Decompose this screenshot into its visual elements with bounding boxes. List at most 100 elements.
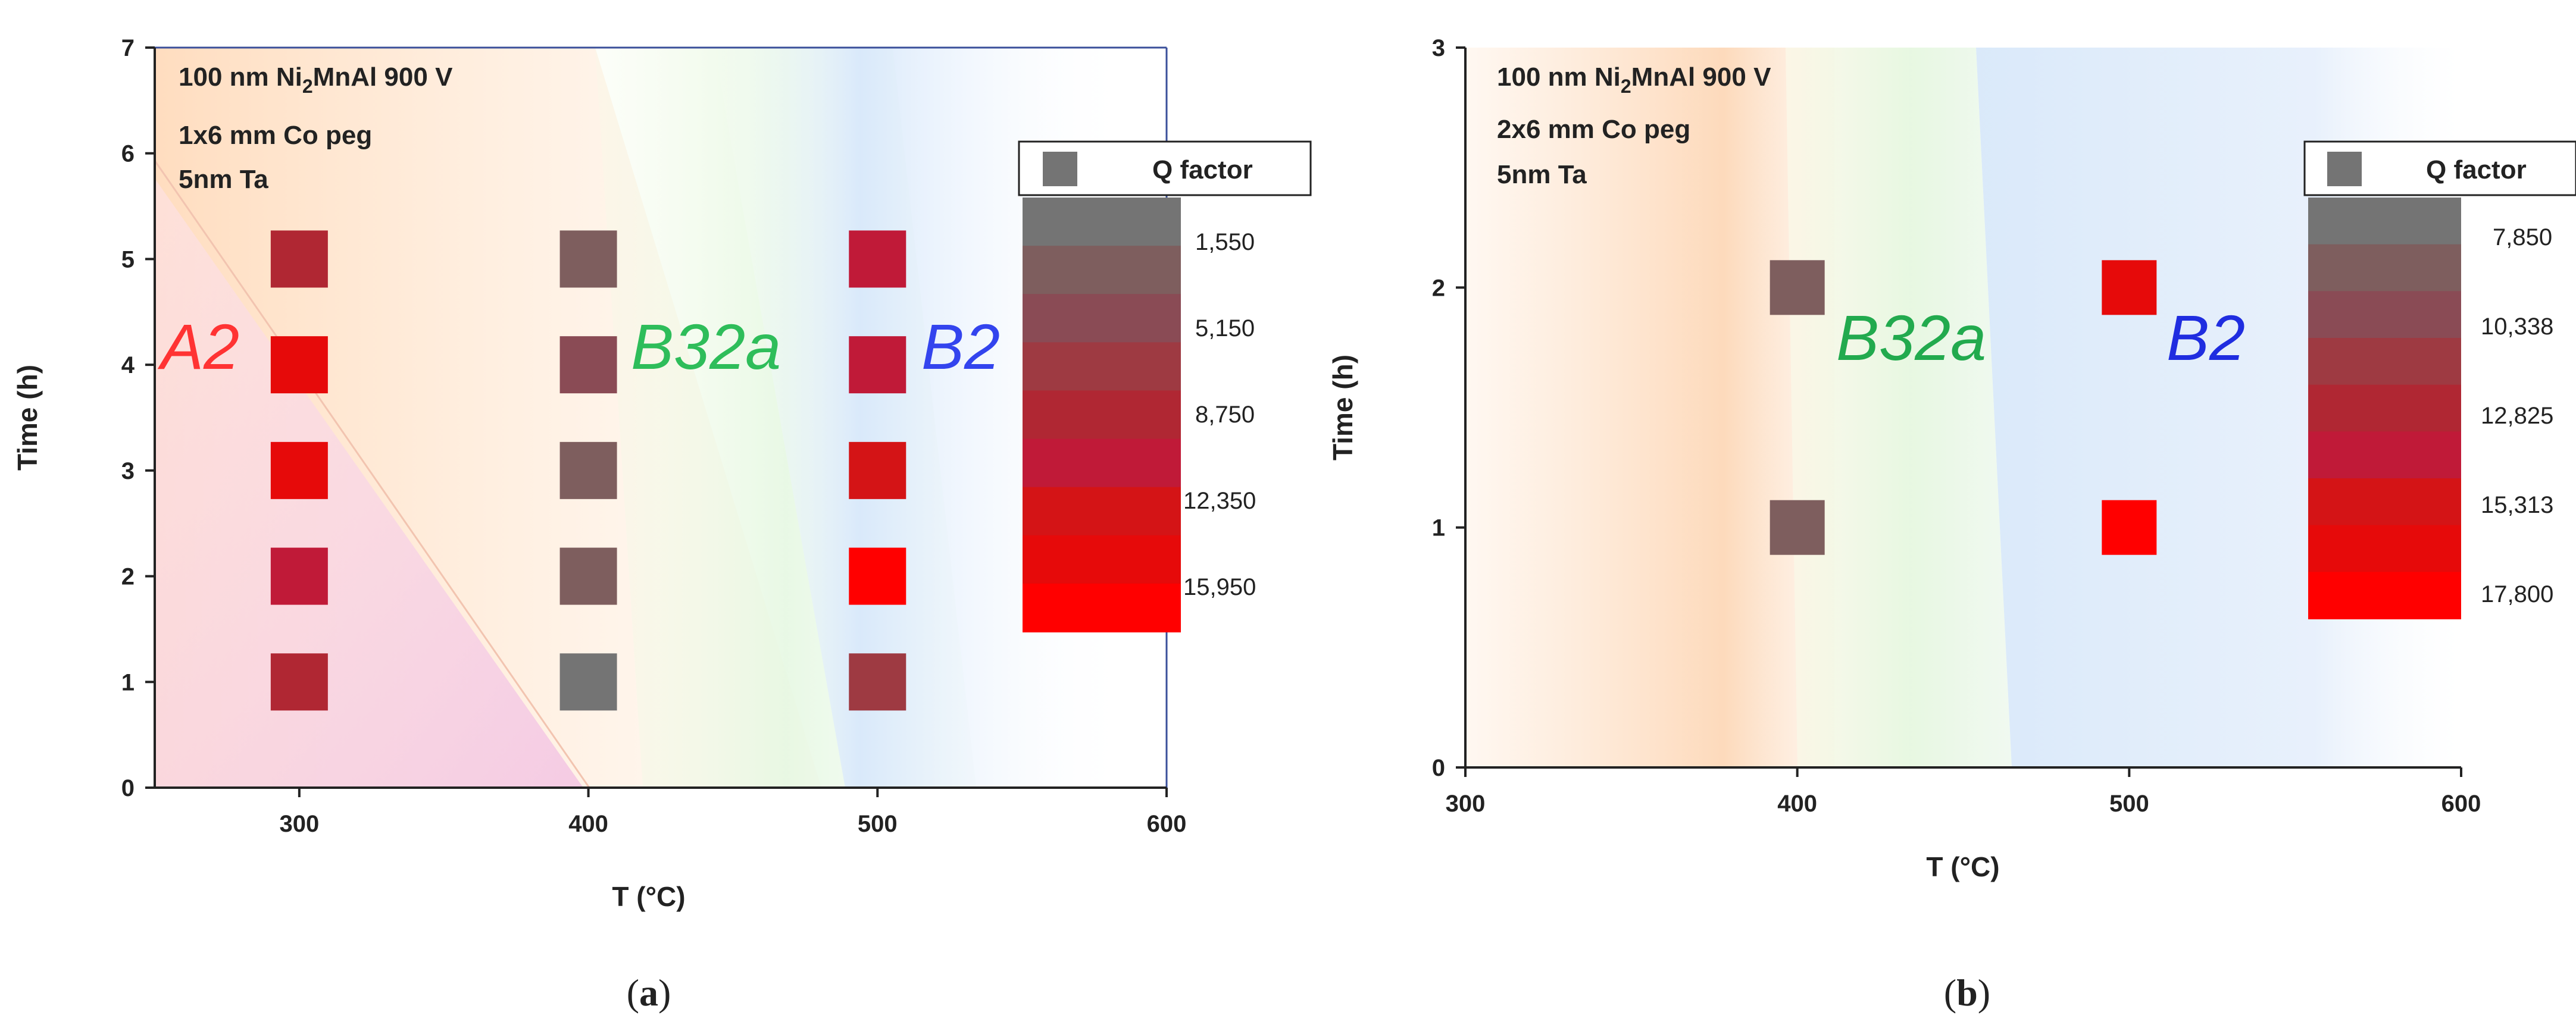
y-axis-ticks: 0 1 2 3 (1432, 35, 1465, 781)
phase-region-b32a-green (1786, 48, 2012, 767)
legend-label: 15,950 (1183, 574, 1256, 600)
data-point (270, 441, 328, 499)
data-point (849, 336, 906, 394)
data-point (270, 230, 328, 288)
legend-label: 12,825 (2481, 403, 2553, 429)
legend-swatch (2327, 152, 2362, 186)
data-point (1770, 500, 1825, 555)
legend-label: 8,750 (1195, 402, 1255, 428)
panel-label-a-letter: a (639, 972, 658, 1014)
legend-color-band (2308, 384, 2461, 433)
region-label-b32a: B32a (1836, 302, 1986, 374)
legend-label: 5,150 (1195, 315, 1255, 341)
legend-label: 7,850 (2493, 224, 2552, 250)
y-tick-label: 3 (1432, 35, 1445, 61)
legend-label: 12,350 (1183, 488, 1256, 514)
legend-color-band (2308, 525, 2461, 573)
panel-label-b: (b) (1944, 972, 1990, 1014)
annotation-film-part2: MnAl 900 V (1631, 62, 1771, 92)
data-point (849, 547, 906, 605)
legend-color-band (1023, 583, 1181, 632)
data-point (849, 653, 906, 711)
y-axis-ticks: 0 1 2 3 4 5 6 7 (121, 35, 155, 801)
legend: Q factor 1,550 5,150 8,750 12,350 15,950 (1018, 140, 1312, 632)
y-tick-label: 4 (121, 352, 135, 378)
legend-color-scale (2308, 198, 2461, 619)
data-point (849, 441, 906, 499)
data-point (270, 336, 328, 394)
annotation-film-part2: MnAl 900 V (313, 62, 453, 92)
legend-color-band (2308, 572, 2461, 619)
data-points (1770, 260, 2157, 555)
x-tick-label: 300 (279, 811, 319, 837)
y-tick-label: 0 (1432, 755, 1445, 781)
y-tick-label: 2 (121, 564, 135, 590)
region-label-b2: B2 (921, 311, 1000, 383)
y-tick-label: 6 (121, 141, 135, 167)
x-tick-label: 500 (2109, 791, 2149, 817)
legend-label: 10,338 (2481, 314, 2553, 340)
legend-color-band (2308, 338, 2461, 386)
data-point (1770, 260, 1825, 315)
data-point (559, 547, 617, 605)
data-point (2102, 260, 2157, 315)
x-tick-label: 600 (1147, 811, 1187, 837)
data-point (849, 230, 906, 288)
legend-color-band (1023, 294, 1181, 343)
y-tick-label: 0 (121, 775, 135, 801)
x-axis-title: T (°C) (1926, 851, 1999, 882)
phase-background (1465, 48, 2461, 767)
legend-label: 17,800 (2481, 581, 2553, 607)
y-tick-label: 5 (121, 246, 135, 272)
legend-color-scale (1023, 198, 1181, 632)
legend-color-band (1023, 438, 1181, 488)
legend-title: Q factor (2426, 155, 2527, 184)
annotation-peg: 1x6 mm Co peg (179, 121, 372, 150)
data-point (559, 441, 617, 499)
y-tick-label: 1 (121, 669, 135, 695)
legend-color-band (1023, 246, 1181, 295)
legend-labels: 1,550 5,150 8,750 12,350 15,950 (1183, 229, 1256, 600)
legend-color-band (2308, 198, 2461, 245)
panel-b: 300 400 500 600 0 1 2 3 T (°C) Time (h) 100 nm… (1327, 35, 2576, 1014)
legend-label: 1,550 (1195, 229, 1255, 255)
legend-title: Q factor (1152, 155, 1253, 184)
x-axis-ticks: 300 400 500 600 (1446, 767, 2481, 817)
region-label-b2: B2 (2167, 302, 2245, 374)
x-axis-ticks: 300 400 500 600 (279, 788, 1186, 837)
legend-swatch (1043, 152, 1077, 186)
annotation-peg: 2x6 mm Co peg (1497, 115, 1690, 144)
data-point (270, 547, 328, 605)
annotation-cap: 5nm Ta (1497, 160, 1587, 189)
panel-label-a: (a) (627, 972, 671, 1014)
data-point (2102, 500, 2157, 555)
annotation-film: 100 nm Ni2MnAl 900 V (1497, 62, 1771, 97)
legend-labels: 7,850 10,338 12,825 15,313 17,800 (2481, 224, 2553, 607)
legend-label: 15,313 (2481, 492, 2553, 518)
y-tick-label: 3 (121, 458, 135, 484)
data-point (559, 653, 617, 711)
data-points (270, 230, 906, 711)
region-label-a2: A2 (157, 311, 239, 383)
annotation-film-part1: 100 nm Ni (1497, 62, 1621, 92)
annotation-film: 100 nm Ni2MnAl 900 V (179, 62, 453, 97)
panel-label-b-letter: b (1956, 972, 1978, 1014)
x-tick-label: 600 (2441, 791, 2481, 817)
x-tick-label: 300 (1446, 791, 1486, 817)
legend-color-band (2308, 244, 2461, 292)
data-point (559, 230, 617, 288)
annotation-film-part1: 100 nm Ni (179, 62, 302, 92)
region-label-b32a: B32a (631, 311, 781, 383)
legend-color-band (2308, 431, 2461, 479)
x-tick-label: 400 (568, 811, 608, 837)
y-tick-label: 1 (1432, 515, 1445, 541)
phase-boundary (154, 160, 590, 788)
legend-color-band (1023, 198, 1181, 247)
x-tick-label: 400 (1777, 791, 1817, 817)
legend-color-band (2308, 291, 2461, 339)
y-axis-title: Time (h) (12, 365, 43, 471)
legend-color-band (1023, 342, 1181, 391)
panel-a: 300 400 500 600 0 1 2 3 4 5 6 7 T (°C) Time (h) 10… (12, 35, 1312, 1014)
data-point (270, 653, 328, 711)
